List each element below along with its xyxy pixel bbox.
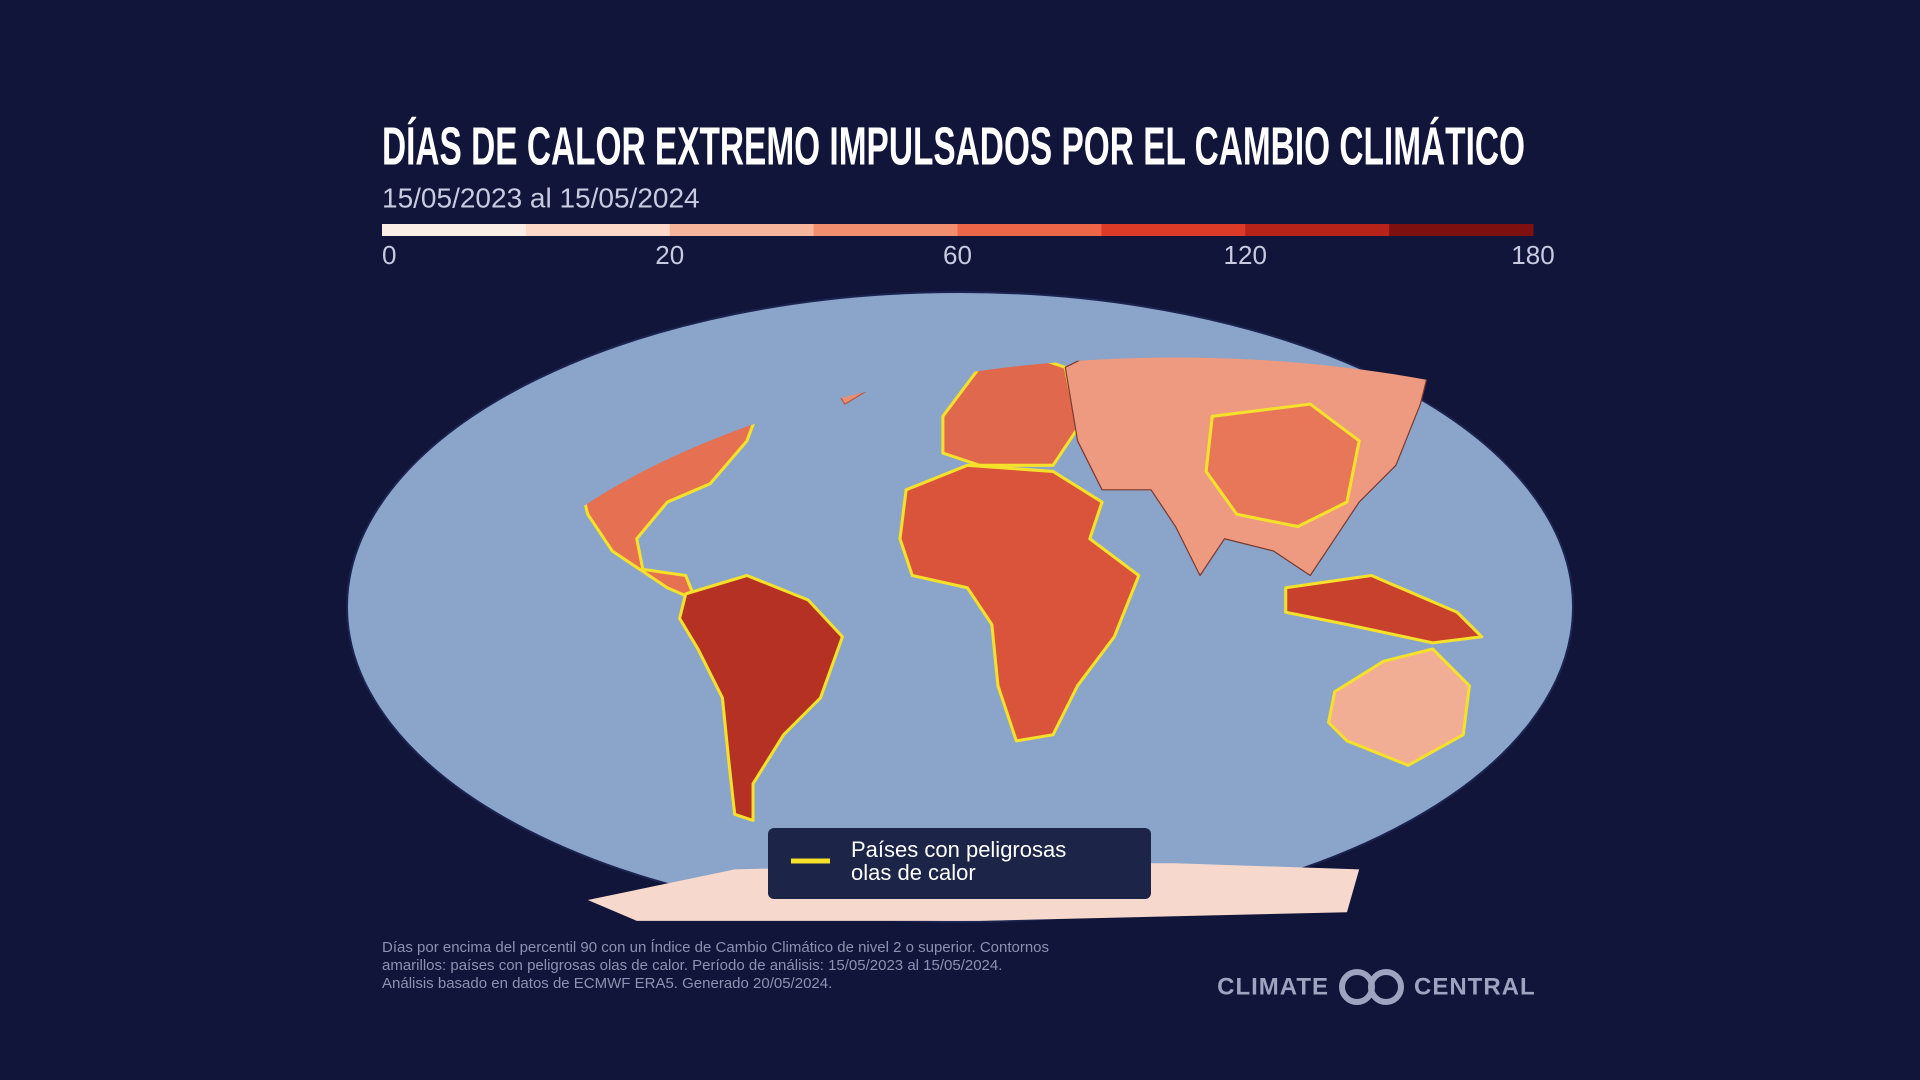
legend: Países con peligrosas olas de calor [768, 828, 1151, 899]
colorbar-tick-label: 20 [655, 240, 684, 270]
colorbar-segment [669, 224, 815, 236]
logo-text: CLIMATE [1217, 973, 1329, 1000]
footnote: amarillos: países con peligrosas olas de… [382, 957, 1002, 974]
legend-label: Países con peligrosas [851, 837, 1066, 862]
colorbar-segment [813, 224, 958, 236]
colorbar-segment [1101, 224, 1246, 236]
colorbar-tick-label: 120 [1224, 240, 1267, 270]
colorbar-tick-label: 0 [382, 240, 396, 270]
southeast-asia [1284, 573, 1484, 645]
south-america [678, 573, 844, 822]
legend-box [768, 828, 1151, 899]
map [346, 291, 1574, 923]
colorbar: 0 20 60 120 180 [382, 224, 1555, 270]
china [1204, 402, 1361, 529]
logo: CLIMATE CENTRAL [1217, 969, 1536, 1005]
colorbar-segment [957, 224, 1102, 236]
logo-text: CENTRAL [1414, 973, 1536, 1000]
colorbar-segment [1389, 224, 1534, 236]
colorbar-segment [1245, 224, 1390, 236]
colorbar-tick-label: 60 [943, 240, 972, 270]
footnote: Días por encima del percentil 90 con un … [382, 939, 1049, 956]
colorbar-tick-label: 180 [1511, 240, 1554, 270]
colorbar-segment [382, 224, 527, 236]
legend-label: olas de calor [851, 860, 976, 885]
africa [898, 463, 1141, 743]
australia [1327, 647, 1471, 767]
footnote: Análisis basado en datos de ECMWF ERA5. … [382, 975, 832, 992]
logo-icon [1368, 969, 1404, 1005]
colorbar-segment [525, 224, 671, 236]
title: DÍAS DE CALOR EXTREMO IMPULSADOS POR EL … [382, 116, 1525, 176]
subtitle: 15/05/2023 al 15/05/2024 [382, 182, 700, 213]
